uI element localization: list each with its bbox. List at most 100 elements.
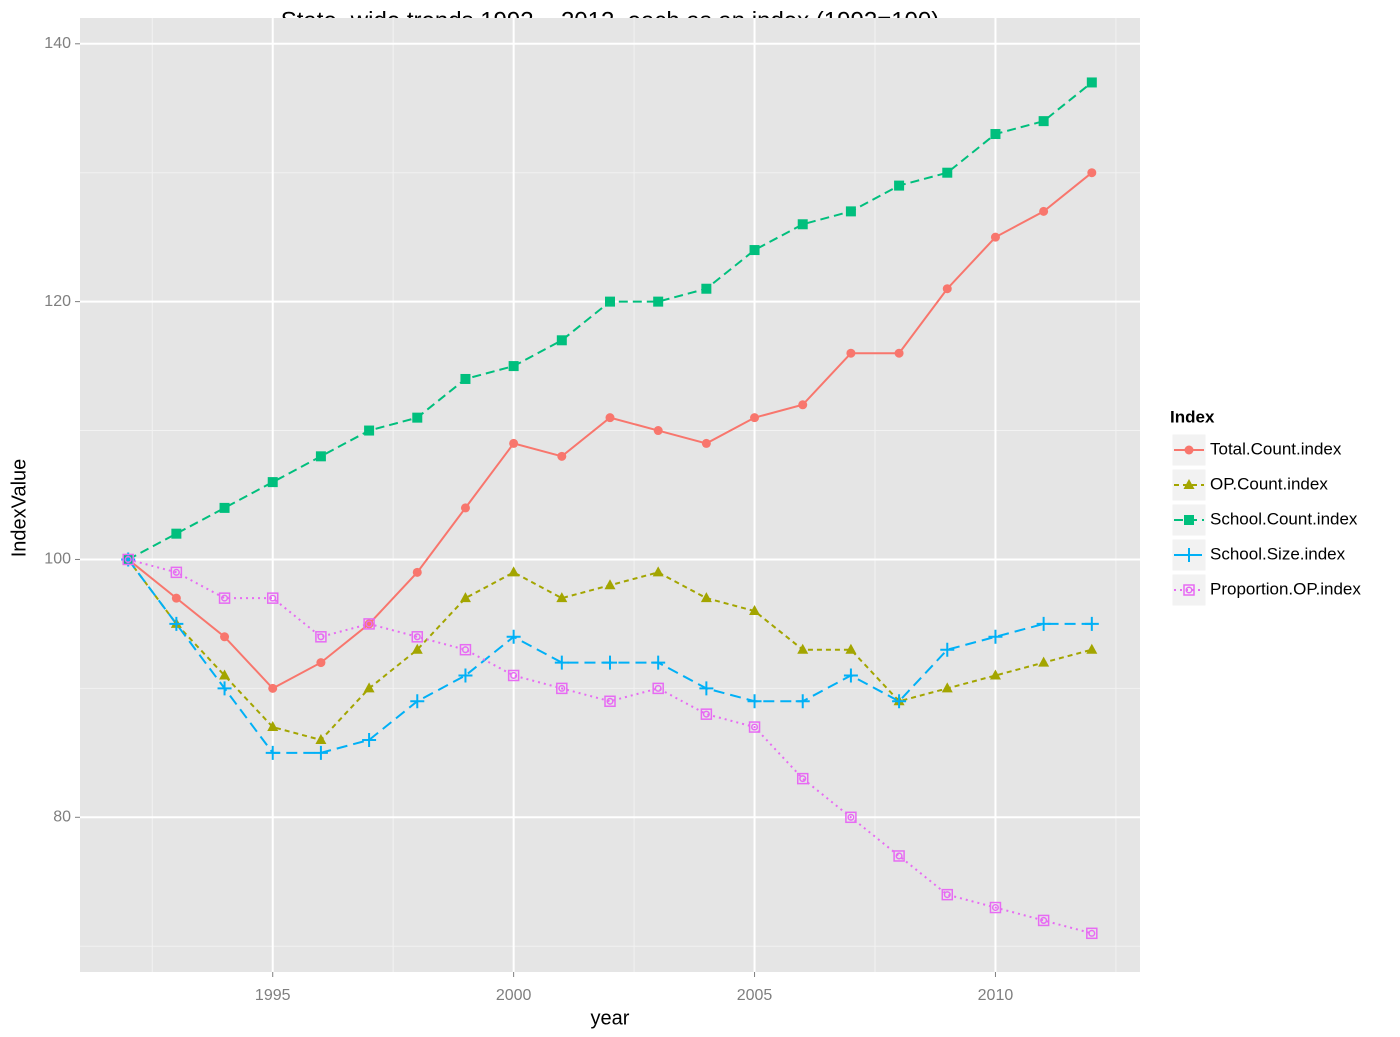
- marker-shape: [1086, 927, 1098, 940]
- point: [509, 438, 519, 448]
- point: [459, 592, 471, 603]
- marker-shape: [942, 167, 953, 178]
- point: [1086, 643, 1098, 654]
- point: [797, 643, 809, 654]
- marker-shape: [796, 772, 809, 785]
- point: [843, 668, 858, 683]
- marker-shape: [558, 684, 566, 692]
- point: [507, 669, 520, 682]
- point: [267, 477, 278, 488]
- marker-shape: [219, 669, 231, 680]
- marker-shape: [699, 681, 714, 696]
- marker-shape: [748, 721, 761, 733]
- point: [556, 682, 568, 695]
- marker-shape: [846, 348, 856, 358]
- point: [845, 206, 856, 217]
- point: [700, 708, 713, 720]
- legend-label: School.Size.index: [1210, 544, 1346, 563]
- point: [412, 567, 422, 577]
- marker-shape: [459, 643, 472, 656]
- point: [749, 605, 761, 616]
- marker-shape: [605, 296, 615, 307]
- legend-title: Index: [1170, 407, 1215, 426]
- marker-shape: [603, 655, 617, 670]
- point: [219, 502, 230, 513]
- marker-shape: [1084, 616, 1099, 631]
- point: [460, 373, 471, 384]
- marker-shape: [654, 684, 662, 692]
- point: [267, 721, 279, 732]
- point: [1037, 914, 1050, 927]
- point: [796, 772, 809, 785]
- marker-shape: [265, 745, 280, 760]
- point: [940, 642, 955, 657]
- marker-shape: [604, 579, 616, 590]
- marker-shape: [892, 694, 907, 709]
- marker-shape: [747, 694, 762, 709]
- marker-shape: [364, 425, 375, 436]
- marker-shape: [988, 629, 1003, 644]
- point: [363, 682, 375, 693]
- point: [506, 629, 521, 644]
- y-tick-label: 80: [53, 809, 71, 826]
- point: [1182, 548, 1196, 562]
- point: [892, 694, 907, 709]
- marker-shape: [990, 232, 1000, 242]
- point: [845, 643, 857, 654]
- point: [845, 811, 857, 824]
- point: [316, 658, 326, 668]
- point: [990, 232, 1000, 242]
- marker-shape: [217, 681, 232, 696]
- point: [748, 721, 761, 733]
- point: [1087, 168, 1097, 178]
- marker-shape: [510, 671, 518, 680]
- marker-shape: [124, 555, 132, 564]
- point: [699, 681, 714, 696]
- marker-shape: [363, 682, 375, 693]
- marker-shape: [267, 477, 278, 488]
- point: [846, 348, 856, 358]
- marker-shape: [798, 400, 808, 410]
- plot-background: [80, 18, 1140, 972]
- point: [171, 528, 182, 539]
- marker-shape: [172, 568, 180, 576]
- marker-shape: [991, 903, 1000, 912]
- marker-shape: [507, 669, 520, 682]
- x-tick-label: 2000: [496, 987, 532, 1004]
- point: [362, 732, 377, 747]
- marker-shape: [506, 629, 521, 644]
- marker-shape: [315, 631, 327, 643]
- marker-shape: [220, 632, 230, 642]
- marker-shape: [893, 850, 905, 862]
- legend-label: School.Count.index: [1210, 509, 1358, 528]
- marker-shape: [1037, 914, 1050, 927]
- marker-shape: [170, 566, 183, 579]
- marker-shape: [556, 592, 568, 603]
- y-tick-label: 100: [44, 551, 71, 568]
- point: [894, 348, 904, 358]
- marker-shape: [1182, 548, 1196, 562]
- marker-shape: [411, 643, 423, 654]
- marker-shape: [702, 710, 710, 718]
- point: [990, 129, 1001, 140]
- marker-shape: [652, 682, 664, 695]
- point: [1184, 445, 1194, 455]
- point: [170, 566, 183, 579]
- y-tick-label: 140: [44, 35, 71, 52]
- point: [364, 425, 375, 436]
- marker-shape: [557, 451, 567, 461]
- point: [508, 361, 519, 372]
- marker-shape: [1036, 616, 1051, 631]
- marker-shape: [941, 888, 954, 901]
- point: [171, 593, 181, 603]
- legend-label: OP.Count.index: [1210, 474, 1328, 493]
- point: [747, 694, 762, 709]
- point: [315, 451, 326, 462]
- marker-shape: [1086, 643, 1098, 654]
- marker-shape: [797, 219, 808, 230]
- marker-shape: [1039, 206, 1049, 216]
- marker-shape: [795, 694, 810, 709]
- point: [942, 167, 953, 178]
- marker-shape: [410, 694, 425, 709]
- marker-shape: [941, 682, 953, 693]
